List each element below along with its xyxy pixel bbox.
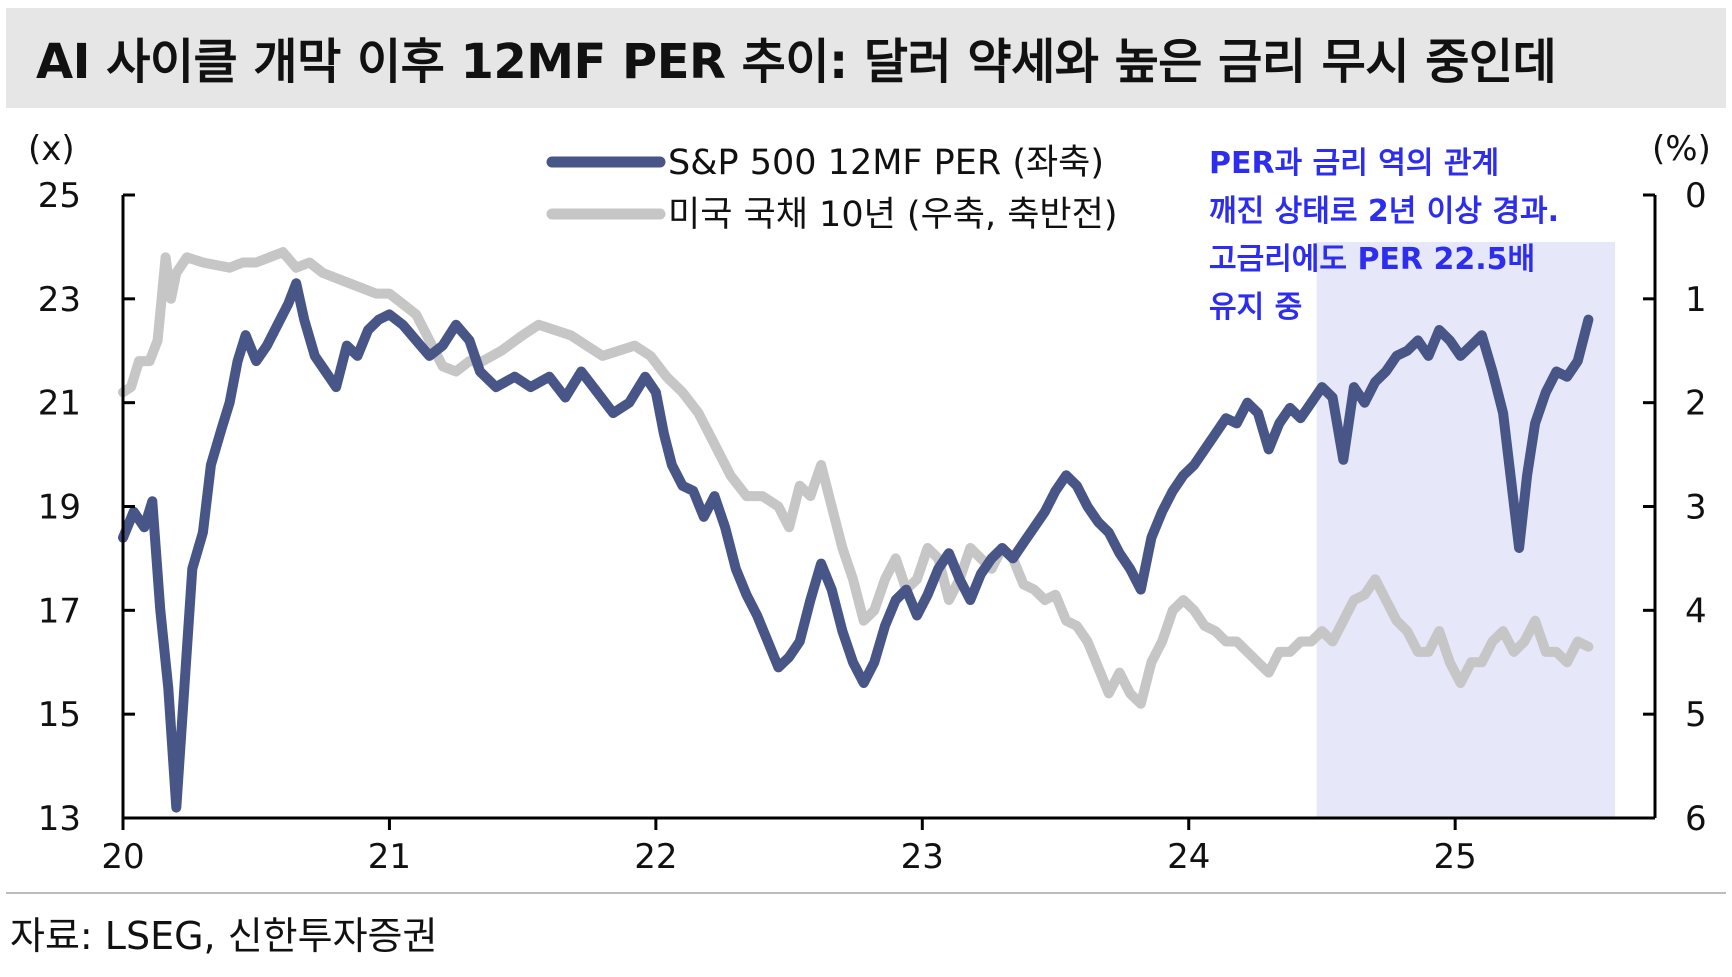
- legend-per-label: S&P 500 12MF PER (좌축): [668, 143, 1104, 183]
- right-axis-tick-label: 6: [1685, 799, 1707, 839]
- left-axis-tick-label: 13: [38, 799, 81, 839]
- source-divider: [6, 892, 1726, 894]
- left-axis-tick-label: 19: [38, 488, 81, 528]
- x-axis-tick-label: 22: [634, 837, 677, 877]
- x-axis-tick-label: 21: [368, 837, 411, 877]
- annotation-line: 고금리에도 PER 22.5배: [1209, 242, 1536, 277]
- left-axis-unit: (x): [28, 129, 75, 169]
- source-note: 자료: LSEG, 신한투자증권: [10, 914, 438, 958]
- per-series-line: [118, 278, 1594, 813]
- legend-yield-label: 미국 국채 10년 (우축, 축반전): [668, 195, 1117, 235]
- annotation-line: 유지 중: [1209, 290, 1303, 325]
- annotation-line: PER과 금리 역의 관계: [1209, 146, 1500, 181]
- chart-title: AI 사이클 개막 이후 12MF PER 추이: 달러 약세와 높은 금리 무…: [36, 34, 1557, 90]
- x-axis-tick-label: 23: [901, 837, 944, 877]
- left-axis-tick-label: 15: [38, 695, 81, 735]
- x-axis-tick-label: 24: [1167, 837, 1210, 877]
- left-axis-tick-label: 25: [38, 176, 81, 216]
- right-axis-tick-label: 0: [1685, 176, 1707, 216]
- title-bar: AI 사이클 개막 이후 12MF PER 추이: 달러 약세와 높은 금리 무…: [6, 8, 1726, 108]
- right-axis-tick-label: 4: [1685, 591, 1707, 631]
- right-axis-unit: (%): [1652, 129, 1711, 169]
- legend: S&P 500 12MF PER (좌축) 미국 국채 10년 (우축, 축반전…: [546, 143, 1117, 235]
- yield-series-line: [118, 247, 1594, 709]
- right-axis-tick-label: 1: [1685, 280, 1707, 320]
- highlight-region: [1316, 242, 1616, 818]
- left-axis-tick-label: 23: [38, 280, 81, 320]
- x-axis-tick-label: 25: [1434, 837, 1477, 877]
- right-axis-tick-label: 5: [1685, 695, 1707, 735]
- x-axis-tick-label: 20: [101, 837, 144, 877]
- left-axis-tick-label: 21: [38, 384, 81, 424]
- annotation-line: 깨진 상태로 2년 이상 경과.: [1209, 194, 1560, 229]
- left-axis-tick-label: 17: [38, 591, 81, 631]
- right-axis-tick-label: 3: [1685, 488, 1707, 528]
- right-axis-tick-label: 2: [1685, 384, 1707, 424]
- annotation: PER과 금리 역의 관계 깨진 상태로 2년 이상 경과. 고금리에도 PER…: [1209, 140, 1559, 332]
